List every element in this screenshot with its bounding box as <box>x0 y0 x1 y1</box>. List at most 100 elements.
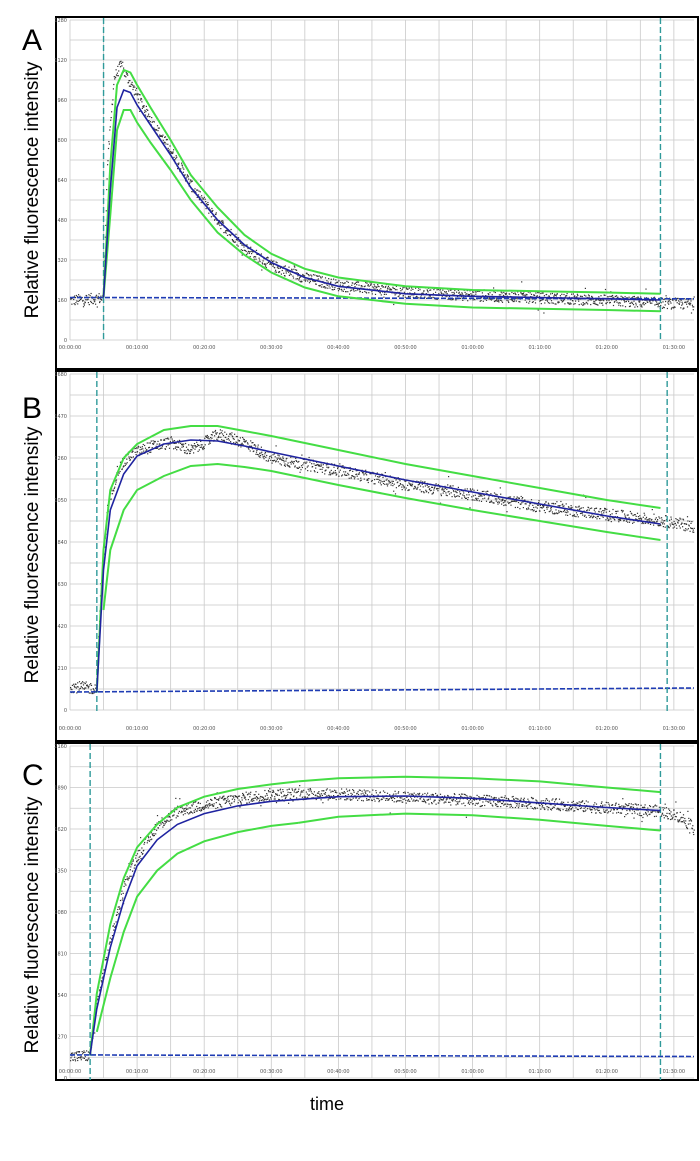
panel-b-data-point <box>617 510 619 512</box>
panel-a-data-point <box>631 301 633 303</box>
panel-c-data-point <box>654 805 656 807</box>
panel-b-data-point <box>422 486 424 488</box>
panel-a-data-point <box>387 285 389 288</box>
panel-a-data-point <box>185 180 187 182</box>
panel-a-data-point <box>496 300 498 302</box>
panel-b-data-point <box>124 462 126 464</box>
panel-c-data-point <box>563 804 565 807</box>
panel-b-data-point <box>519 508 521 510</box>
panel-b-data-point <box>238 445 240 447</box>
panel-a-data-point <box>146 108 148 111</box>
panel-b-data-point <box>233 442 235 444</box>
panel-a-data-point <box>181 162 183 164</box>
panel-b-data-point <box>170 436 172 438</box>
panel-a-data-point <box>508 301 510 303</box>
panel-a-data-point <box>471 294 473 296</box>
panel-a-data-point <box>555 303 557 305</box>
panel-b-data-point <box>215 432 217 434</box>
panel-b-data-point <box>604 509 606 511</box>
panel-a-data-point <box>506 299 508 301</box>
panel-a-x-tick-label: 01:10:00 <box>528 345 550 351</box>
panel-b: B Relative fluorescence intensity 021042… <box>22 370 699 742</box>
panel-c-data-point <box>164 823 166 825</box>
panel-c-data-point <box>189 807 192 809</box>
panel-b-data-point <box>386 485 389 487</box>
panel-b-data-point <box>211 434 213 436</box>
panel-a-data-point <box>458 292 460 294</box>
panel-c-data-point <box>569 808 571 810</box>
panel-a-data-point <box>406 288 408 290</box>
panel-a-data-point <box>163 141 165 143</box>
panel-a-data-point <box>540 292 542 295</box>
panel-a-data-point <box>638 300 640 302</box>
panel-a-data-point <box>277 266 279 268</box>
panel-c-data-point <box>230 804 232 806</box>
panel-b-data-point <box>334 472 336 474</box>
panel-b-data-point <box>557 505 559 507</box>
panel-b-data-point <box>692 531 694 533</box>
panel-c-data-point <box>379 792 381 794</box>
panel-a-data-point <box>202 198 204 200</box>
panel-c-data-point <box>576 808 578 810</box>
panel-c-data-point <box>181 810 183 812</box>
panel-b-data-point <box>259 452 261 454</box>
panel-a-data-point <box>144 109 146 111</box>
panel-c-data-point <box>691 828 693 830</box>
panel-a-data-point <box>93 298 95 300</box>
panel-c-data-point <box>320 793 323 795</box>
panel-a-data-point <box>482 300 484 302</box>
panel-a-data-point <box>255 258 257 260</box>
panel-c-data-point <box>124 879 126 881</box>
panel-a-data-point <box>550 300 553 302</box>
panel-c-data-point <box>259 797 261 799</box>
panel-c-data-point <box>491 804 493 806</box>
panel-b-data-point <box>571 506 573 508</box>
panel-b-data-point <box>217 439 219 441</box>
panel-c-data-point <box>318 791 320 793</box>
panel-a-data-point <box>589 298 591 300</box>
panel-c-data-point <box>587 808 589 810</box>
panel-a-data-point <box>320 277 322 279</box>
panel-c-data-point <box>607 812 609 814</box>
panel-b-data-point <box>483 490 485 492</box>
panel-c-data-point <box>180 806 182 808</box>
panel-c-data-point <box>526 805 528 808</box>
panel-c-data-point <box>528 800 530 802</box>
panel-c-data-point <box>683 820 685 822</box>
panel-b-data-point <box>251 445 253 447</box>
panel-c-data-point <box>391 799 393 801</box>
panel-b-data-point <box>341 467 343 469</box>
panel-c-data-point <box>333 797 335 799</box>
panel-b-data-point <box>247 443 249 445</box>
panel-a-data-point <box>78 300 81 302</box>
panel-c-data-point <box>575 803 577 805</box>
panel-c-data-point <box>501 802 504 805</box>
panel-a-data-point <box>620 305 622 307</box>
panel-c-data-point <box>678 820 680 822</box>
panel-a-data-point <box>594 301 596 303</box>
panel-b-data-point <box>230 441 232 443</box>
panel-a-data-point <box>395 293 397 295</box>
panel-b-data-point <box>271 457 273 459</box>
panel-a-data-point <box>394 294 396 296</box>
panel-c-data-point <box>188 807 190 809</box>
panel-c-data-point <box>546 799 549 801</box>
panel-c-data-point <box>339 793 341 795</box>
panel-b-data-point <box>665 515 667 517</box>
panel-c-data-point <box>665 815 667 817</box>
panel-c-data-point <box>169 819 171 821</box>
panel-b-data-point <box>198 444 200 447</box>
panel-c-data-point <box>593 808 595 810</box>
panel-b-data-point <box>524 503 526 505</box>
panel-c-data-point <box>585 809 587 811</box>
panel-c-data-point <box>498 801 500 803</box>
panel-c-data-point <box>199 802 201 805</box>
panel-c-data-point <box>251 798 253 800</box>
panel-c-data-point <box>573 803 575 805</box>
panel-c-data-point <box>326 795 328 797</box>
panel-c-data-point <box>508 798 510 801</box>
panel-b-data-point <box>606 508 608 510</box>
panel-a-data-point <box>590 304 592 306</box>
panel-a-data-point <box>108 141 110 143</box>
panel-c-data-point <box>397 792 399 794</box>
